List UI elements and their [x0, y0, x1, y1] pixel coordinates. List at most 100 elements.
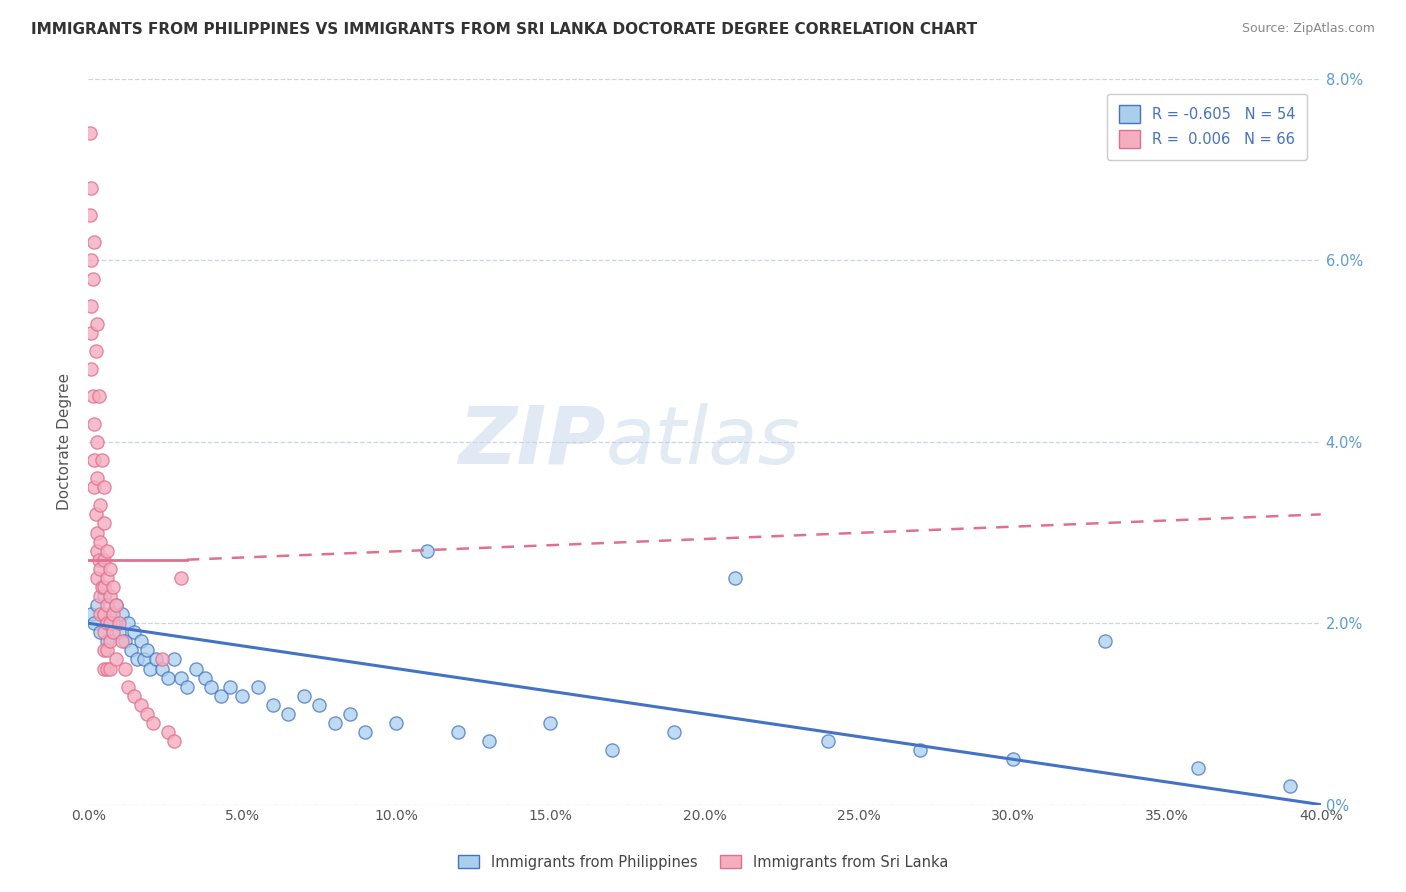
- Point: [98, 607, 121, 621]
- Point: [104, 652, 127, 666]
- Point: [209, 689, 232, 703]
- Point: [98, 589, 121, 603]
- Point: [163, 652, 186, 666]
- Point: [117, 616, 139, 631]
- Point: [91, 580, 114, 594]
- Point: [124, 689, 146, 703]
- Point: [79, 127, 101, 141]
- Point: [447, 725, 470, 739]
- Point: [354, 725, 377, 739]
- Point: [93, 625, 115, 640]
- Point: [1187, 761, 1209, 775]
- Point: [86, 434, 108, 449]
- Point: [89, 498, 111, 512]
- Point: [80, 181, 103, 195]
- Point: [86, 471, 108, 485]
- Point: [96, 598, 118, 612]
- Point: [157, 671, 180, 685]
- Point: [111, 634, 134, 648]
- Point: [308, 698, 330, 712]
- Point: [139, 662, 162, 676]
- Point: [114, 662, 136, 676]
- Point: [86, 571, 108, 585]
- Point: [323, 716, 346, 731]
- Point: [111, 607, 134, 621]
- Point: [108, 625, 131, 640]
- Point: [93, 580, 115, 594]
- Point: [169, 571, 191, 585]
- Point: [135, 706, 157, 721]
- Point: [101, 616, 124, 631]
- Point: [135, 643, 157, 657]
- Point: [96, 643, 118, 657]
- Point: [114, 634, 136, 648]
- Point: [104, 598, 127, 612]
- Point: [150, 662, 173, 676]
- Text: Source: ZipAtlas.com: Source: ZipAtlas.com: [1241, 22, 1375, 36]
- Point: [86, 317, 108, 331]
- Point: [93, 552, 115, 566]
- Point: [117, 680, 139, 694]
- Point: [83, 235, 105, 250]
- Point: [184, 662, 207, 676]
- Point: [82, 271, 104, 285]
- Point: [231, 689, 253, 703]
- Point: [127, 652, 149, 666]
- Point: [96, 634, 118, 648]
- Point: [93, 643, 115, 657]
- Point: [129, 698, 152, 712]
- Point: [87, 552, 110, 566]
- Point: [80, 326, 103, 340]
- Point: [478, 734, 501, 748]
- Point: [96, 543, 118, 558]
- Point: [129, 634, 152, 648]
- Point: [89, 589, 111, 603]
- Point: [132, 652, 155, 666]
- Point: [538, 716, 561, 731]
- Point: [108, 616, 131, 631]
- Point: [83, 480, 105, 494]
- Point: [1278, 780, 1301, 794]
- Point: [150, 652, 173, 666]
- Point: [101, 607, 124, 621]
- Point: [101, 625, 124, 640]
- Point: [96, 616, 118, 631]
- Point: [98, 562, 121, 576]
- Point: [80, 362, 103, 376]
- Point: [157, 725, 180, 739]
- Point: [385, 716, 408, 731]
- Point: [169, 671, 191, 685]
- Point: [93, 589, 115, 603]
- Point: [86, 598, 108, 612]
- Point: [87, 389, 110, 403]
- Point: [96, 571, 118, 585]
- Point: [104, 598, 127, 612]
- Point: [89, 625, 111, 640]
- Point: [98, 634, 121, 648]
- Point: [93, 607, 115, 621]
- Text: atlas: atlas: [606, 403, 800, 481]
- Point: [89, 562, 111, 576]
- Point: [124, 625, 146, 640]
- Point: [1094, 634, 1116, 648]
- Point: [176, 680, 198, 694]
- Point: [83, 453, 105, 467]
- Text: ZIP: ZIP: [458, 403, 606, 481]
- Point: [84, 508, 107, 522]
- Point: [817, 734, 839, 748]
- Point: [80, 299, 103, 313]
- Point: [101, 580, 124, 594]
- Point: [262, 698, 284, 712]
- Point: [145, 652, 167, 666]
- Point: [86, 525, 108, 540]
- Point: [98, 662, 121, 676]
- Point: [194, 671, 217, 685]
- Text: IMMIGRANTS FROM PHILIPPINES VS IMMIGRANTS FROM SRI LANKA DOCTORATE DEGREE CORREL: IMMIGRANTS FROM PHILIPPINES VS IMMIGRANT…: [31, 22, 977, 37]
- Point: [292, 689, 315, 703]
- Point: [89, 607, 111, 621]
- Point: [163, 734, 186, 748]
- Point: [219, 680, 242, 694]
- Point: [93, 480, 115, 494]
- Point: [96, 662, 118, 676]
- Point: [724, 571, 747, 585]
